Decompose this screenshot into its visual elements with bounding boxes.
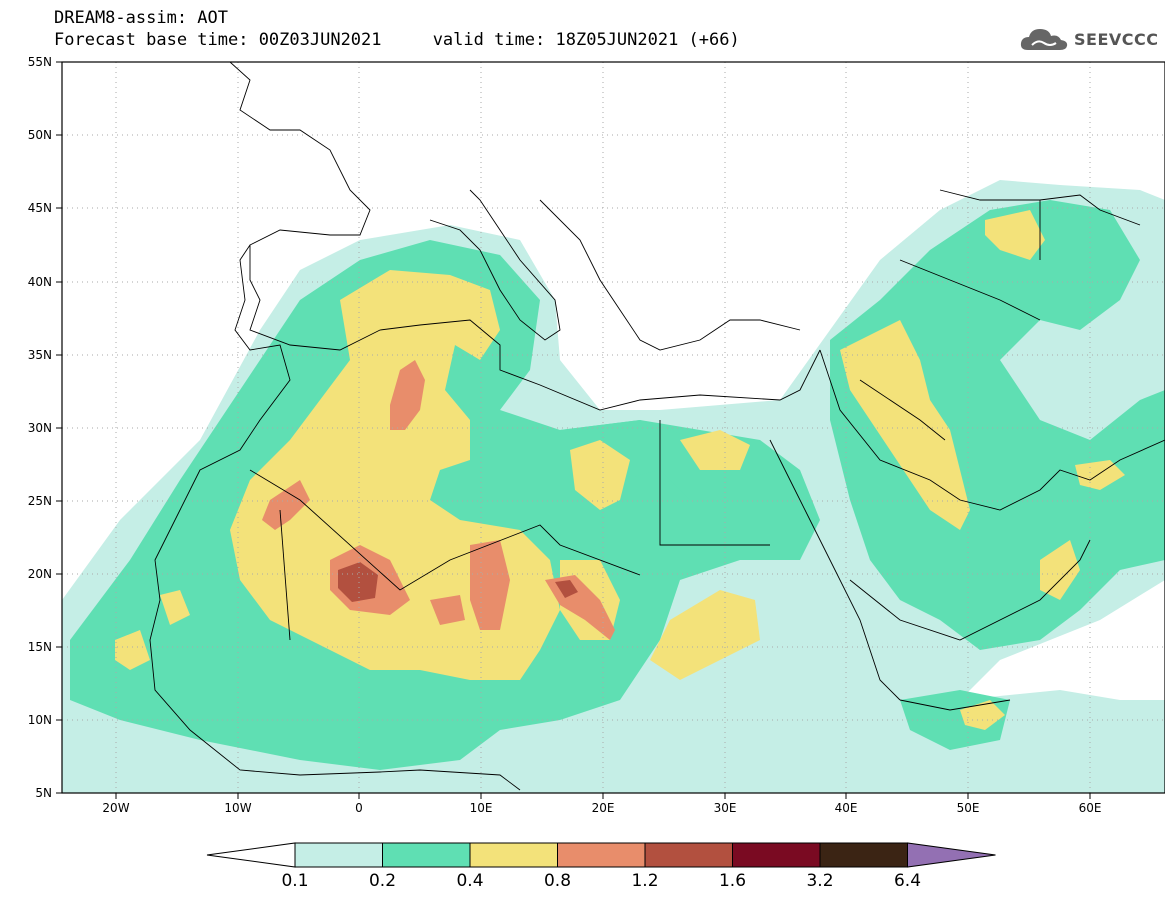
lat-label: 40N — [28, 275, 52, 289]
lat-label: 50N — [28, 128, 52, 142]
lon-label: 30E — [714, 801, 737, 815]
aot-contour-0.4 — [1075, 460, 1125, 490]
lat-label: 5N — [35, 786, 52, 800]
coastlines — [149, 62, 1165, 791]
aot-contour-0.4 — [1040, 540, 1080, 600]
aot-contour-0.4 — [840, 320, 970, 530]
lat-label: 45N — [28, 201, 52, 215]
colorbar-label: 0.4 — [456, 871, 483, 891]
aot-contour-0.4 — [570, 440, 630, 510]
lon-label: 0 — [355, 801, 363, 815]
aot-contour-1.2 — [555, 580, 578, 598]
colorbar-label: 0.2 — [369, 871, 396, 891]
colorbar-swatch — [294, 842, 383, 868]
seevccc-logo: SEEVCCC — [1018, 22, 1159, 56]
lon-label: 50E — [957, 801, 980, 815]
logo-text: SEEVCCC — [1074, 29, 1159, 49]
aot-contour-0.4 — [115, 630, 150, 670]
lon-label: 40E — [835, 801, 858, 815]
lat-label: 55N — [28, 55, 52, 69]
lon-label: 60E — [1079, 801, 1102, 815]
lat-label: 10N — [28, 713, 52, 727]
aot-contour-0.8 — [390, 360, 425, 430]
colorbar-swatch — [819, 842, 908, 868]
colorbar-swatch — [557, 842, 646, 868]
latitude-labels: 55N 50N 45N 40N 35N 30N 25N 20N 15N 10N … — [28, 55, 52, 800]
aot-contour-0.8 — [262, 480, 310, 530]
colorbar-label: 0.1 — [281, 871, 308, 891]
lat-label: 20N — [28, 567, 52, 581]
colorbar-under-triangle — [206, 842, 296, 868]
colorbar-label: 6.4 — [894, 871, 921, 891]
lat-label: 25N — [28, 494, 52, 508]
aot-contour-0.8 — [430, 595, 465, 625]
lon-label: 10W — [224, 801, 251, 815]
lat-label: 35N — [28, 348, 52, 362]
colorbar-swatch — [732, 842, 821, 868]
aot-contour-0.4 — [160, 590, 190, 625]
longitude-labels: 20W 10W 0 10E 20E 30E 40E 50E 60E — [102, 801, 1101, 815]
colorbar-label: 0.8 — [544, 871, 571, 891]
lon-label: 10E — [470, 801, 493, 815]
aot-contour-0.4 — [985, 210, 1045, 260]
forecast-time-line: Forecast base time: 00Z03JUN2021 valid t… — [54, 30, 740, 50]
aot-contour-1.2 — [338, 562, 378, 602]
aot-contour-0.4 — [960, 700, 1005, 730]
aot-contour-0.8 — [470, 540, 510, 630]
lat-label: 30N — [28, 421, 52, 435]
colorbar-swatch — [382, 842, 471, 868]
aot-contour-0.4 — [650, 590, 760, 680]
aot-contour-0.4 — [680, 430, 750, 470]
map-title: DREAM8-assim: AOT — [54, 8, 228, 28]
colorbar-swatch — [644, 842, 733, 868]
graticule — [62, 62, 1165, 793]
cloud-icon — [1020, 29, 1068, 50]
colorbar-swatch — [469, 842, 558, 868]
aot-contour-0.2 — [70, 240, 820, 770]
colorbar-over-triangle — [907, 842, 996, 868]
lat-label: 15N — [28, 640, 52, 654]
colorbar-label: 1.2 — [631, 871, 658, 891]
lon-label: 20W — [102, 801, 129, 815]
colorbar: 0.1 0.2 0.4 0.8 1.2 1.6 3.2 6.4 — [206, 842, 996, 891]
lon-label: 20E — [592, 801, 615, 815]
aot-field — [62, 62, 1165, 793]
axis-ticks — [56, 61, 1091, 799]
colorbar-label: 3.2 — [806, 871, 833, 891]
aot-contour-0.2 — [830, 200, 1165, 650]
colorbar-label: 1.6 — [719, 871, 746, 891]
